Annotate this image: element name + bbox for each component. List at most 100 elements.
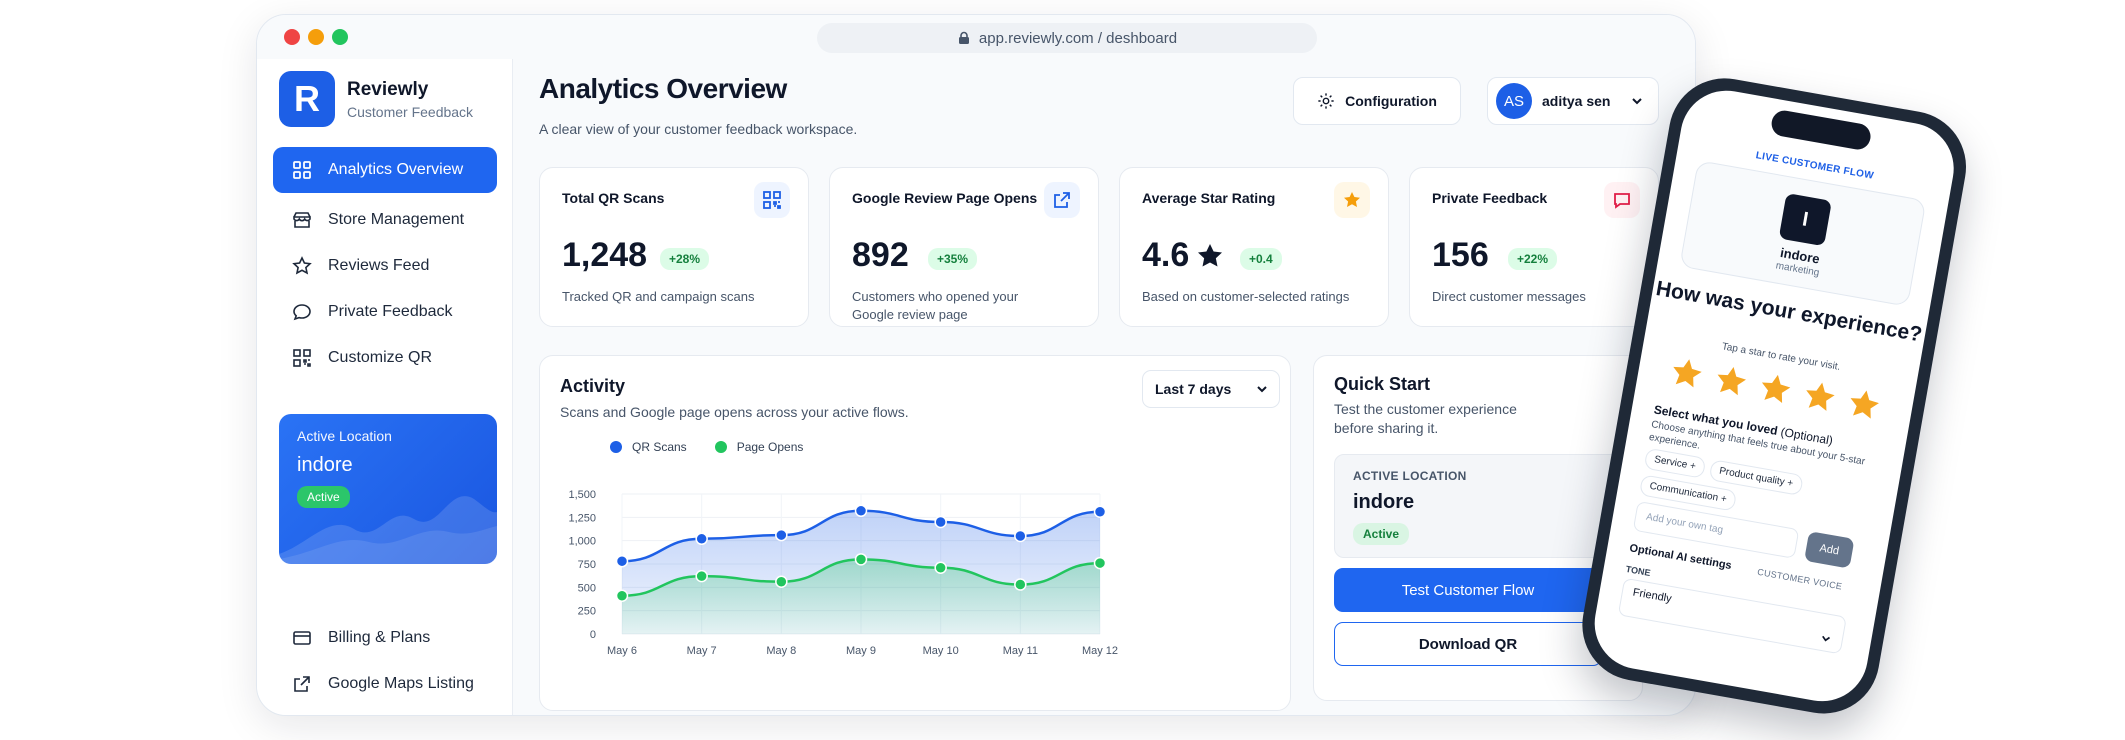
chart-legend: QR Scans Page Opens	[610, 440, 803, 454]
quick-location-status-badge: Active	[1353, 523, 1410, 545]
stat-value: 892	[852, 236, 909, 274]
star-icon[interactable]	[1843, 384, 1885, 426]
legend-item-qr-scans[interactable]: QR Scans	[610, 440, 687, 454]
activity-subtitle: Scans and Google page opens across your …	[560, 404, 909, 420]
star-icon[interactable]	[1755, 368, 1797, 410]
user-menu-button[interactable]: AS aditya sen	[1487, 77, 1659, 125]
data-point-page-opens	[854, 553, 868, 566]
user-name: aditya sen	[1542, 93, 1611, 109]
location-card-value: indore	[297, 454, 353, 476]
stat-value: 156	[1432, 236, 1489, 274]
phone-notch	[1769, 108, 1873, 152]
data-point-page-opens	[934, 561, 947, 574]
quick-start-title: Quick Start	[1334, 374, 1431, 394]
avatar: AS	[1496, 83, 1532, 119]
y-tick-label: 0	[590, 629, 596, 641]
minimize-dot[interactable]	[308, 29, 324, 45]
x-tick-label: May 7	[687, 645, 717, 657]
add-tag-button[interactable]: Add	[1804, 531, 1855, 569]
activity-chart: 1,500 1,250 1,000 750 500 250 0 May 6 May 7 May 8…	[568, 489, 1118, 657]
stat-value: 1,248	[562, 236, 648, 274]
stat-description: Direct customer messages	[1432, 289, 1586, 304]
sidebar-item-billing-plans[interactable]: Billing & Plans	[273, 615, 497, 661]
sidebar-item-label: Reviews Feed	[328, 257, 430, 274]
data-point-page-opens	[615, 589, 629, 602]
sidebar-item-label: Google Maps Listing	[328, 675, 474, 692]
chat-bubble-icon	[293, 304, 311, 321]
chat-bubble-icon	[1604, 182, 1640, 218]
sidebar-bottom-nav: Billing & Plans Google Maps Listing	[273, 615, 497, 707]
data-point-qr-scans	[695, 532, 708, 546]
star-icon[interactable]	[1666, 353, 1708, 395]
sidebar: R Reviewly Customer Feedback Analytics O…	[257, 59, 513, 715]
x-tick-label: May 6	[607, 645, 637, 657]
stat-card-review-page-opens[interactable]: Google Review Page Opens 892 +35% Custom…	[829, 167, 1099, 327]
sidebar-item-analytics-overview[interactable]: Analytics Overview	[273, 147, 497, 193]
legend-item-page-opens[interactable]: Page Opens	[714, 440, 804, 454]
sidebar-item-private-feedback[interactable]: Private Feedback	[273, 289, 497, 335]
main-content: Analytics Overview A clear view of your …	[513, 59, 1695, 715]
stat-description: Customers who opened your Google review …	[852, 289, 1019, 322]
sidebar-item-label: Private Feedback	[328, 303, 453, 320]
phone-screen: LIVE CUSTOMER FLOW I indore marketing Ho…	[1587, 83, 1961, 709]
quick-location-label: ACTIVE LOCATION	[1353, 469, 1467, 483]
stat-delta-badge: +0.4	[1240, 248, 1282, 270]
star-icon	[1198, 243, 1223, 266]
y-tick-label: 500	[578, 582, 596, 594]
tone-select[interactable]: Friendly	[1617, 577, 1847, 655]
quick-start-subtitle: Test the customer experience before shar…	[1334, 401, 1517, 436]
configuration-button[interactable]: Configuration	[1293, 77, 1461, 125]
data-point-page-opens	[1014, 578, 1027, 591]
stat-card-average-rating[interactable]: Average Star Rating 4.6 +0.4 Based on cu…	[1119, 167, 1389, 327]
phone-brand-logo: I	[1778, 193, 1832, 247]
location-card-label: Active Location	[297, 428, 392, 444]
data-point-qr-scans	[934, 515, 947, 529]
address-bar[interactable]: app.reviewly.com / deshboard	[817, 23, 1317, 53]
brand-logo: R	[279, 71, 335, 127]
x-tick-label: May 12	[1082, 645, 1118, 657]
maximize-dot[interactable]	[332, 29, 348, 45]
data-point-qr-scans	[775, 528, 788, 542]
star-rating[interactable]	[1666, 353, 1885, 426]
sidebar-item-customize-qr[interactable]: Customize QR	[273, 335, 497, 381]
stat-title: Total QR Scans	[562, 190, 665, 206]
credit-card-icon	[293, 631, 311, 645]
active-location-card[interactable]: Active Location indore Active	[279, 414, 497, 564]
customer-voice-label: CUSTOMER VOICE	[1756, 566, 1844, 592]
page-title: Analytics Overview	[539, 73, 787, 104]
star-icon[interactable]	[1799, 376, 1841, 418]
brand-subtitle: Customer Feedback	[347, 103, 474, 120]
store-icon	[293, 212, 311, 228]
close-dot[interactable]	[284, 29, 300, 45]
download-qr-button[interactable]: Download QR	[1334, 622, 1602, 666]
star-icon[interactable]	[1710, 360, 1752, 402]
stat-card-qr-scans[interactable]: Total QR Scans 1,248 +28% Tracked QR and…	[539, 167, 809, 327]
data-point-qr-scans	[1014, 529, 1027, 543]
data-point-qr-scans	[1093, 505, 1107, 518]
sidebar-item-label: Billing & Plans	[328, 629, 431, 646]
chevron-down-icon	[1257, 386, 1267, 393]
chevron-down-icon	[1822, 635, 1831, 642]
legend-label: Page Opens	[736, 440, 804, 454]
sidebar-item-label: Store Management	[328, 211, 465, 228]
stat-card-private-feedback[interactable]: Private Feedback 156 +22% Direct custome…	[1409, 167, 1659, 327]
test-customer-flow-button[interactable]: Test Customer Flow	[1334, 568, 1602, 612]
brand-name: Reviewly	[347, 78, 429, 100]
sidebar-item-google-maps-listing[interactable]: Google Maps Listing	[273, 661, 497, 707]
legend-label: QR Scans	[632, 440, 687, 454]
stat-value: 4.6	[1142, 236, 1190, 274]
brand[interactable]: R Reviewly Customer Feedback	[279, 71, 473, 127]
lock-icon	[958, 31, 969, 44]
qr-icon	[754, 182, 790, 218]
x-tick-label: May 9	[846, 645, 876, 657]
date-range-dropdown[interactable]: Last 7 days	[1142, 370, 1280, 408]
y-tick-label: 1,250	[568, 512, 596, 524]
star-icon	[292, 256, 312, 275]
sidebar-item-store-management[interactable]: Store Management	[273, 197, 497, 243]
page-subtitle: A clear view of your customer feedback w…	[539, 121, 858, 137]
y-tick-label: 250	[578, 606, 596, 618]
y-tick-label: 1,000	[568, 536, 596, 548]
sidebar-item-reviews-feed[interactable]: Reviews Feed	[273, 243, 497, 289]
data-point-page-opens	[1093, 556, 1107, 570]
